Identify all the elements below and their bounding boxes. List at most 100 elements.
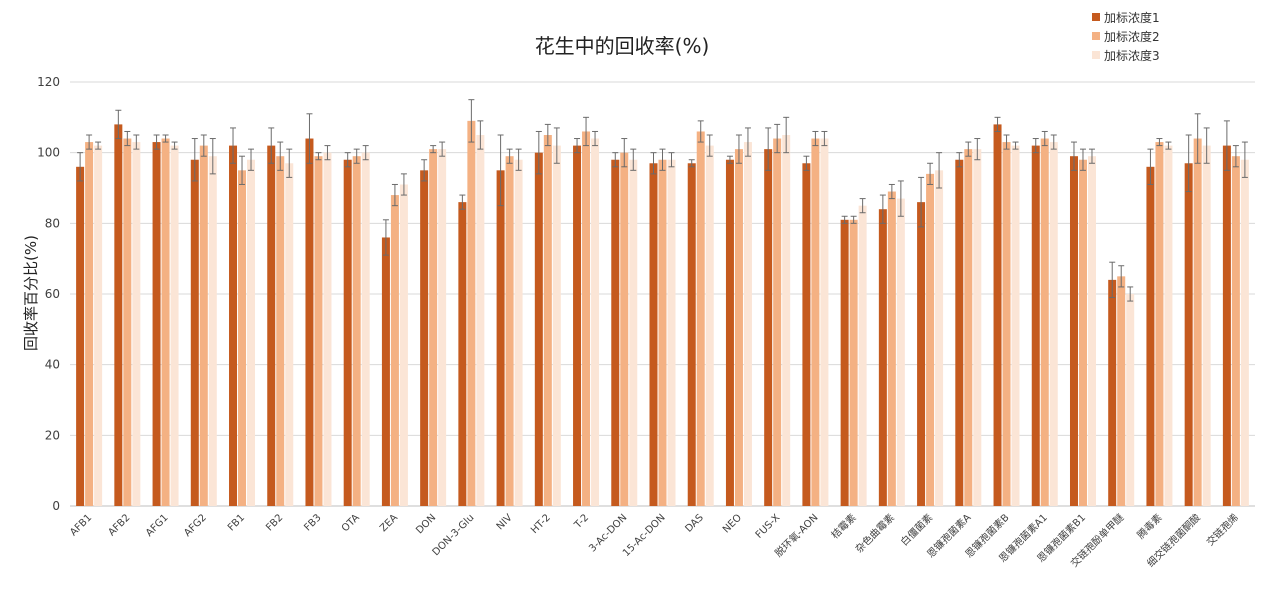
error-bar [286,148,293,178]
error-bar [1003,134,1010,150]
x-tick-label: 杂色曲霉素 [852,511,897,556]
error-bar [812,130,819,147]
bar [123,138,132,507]
x-tick-label: DON-3-Glu [431,512,477,558]
bar [85,142,94,507]
bar [267,145,276,506]
error-bar [726,155,733,164]
bar [534,152,543,506]
bar [1031,145,1040,506]
y-tick-label: 100 [37,146,60,160]
error-bar [344,152,351,168]
bar [773,138,782,507]
bar [782,135,791,506]
bar [573,145,582,506]
bar [505,156,514,506]
legend: 加标浓度1 加标浓度2 加标浓度3 [1092,10,1160,63]
error-bar [1070,141,1077,171]
legend-item: 加标浓度3 [1092,48,1160,63]
error-bar [1012,141,1019,150]
bar [629,159,638,506]
bar [849,219,858,507]
bar [132,142,141,507]
y-tick-label: 40 [45,358,60,372]
error-bar [765,127,772,171]
legend-item: 加标浓度1 [1092,10,1160,25]
bar [1155,142,1164,507]
y-tick-label: 0 [52,499,60,513]
legend-label: 加标浓度2 [1104,29,1160,44]
error-bar [430,145,437,154]
error-bar [115,109,122,140]
bar [161,138,170,507]
x-tick-labels: AFB1 AFB2 AFG1 AFG2 FB1 FB2 FB3 OTA ZEA DONDON-3-… [68,511,1241,570]
bar [802,163,811,506]
error-bar [706,134,713,157]
error-bar [659,148,666,171]
error-bar [95,141,102,150]
error-bar [1156,138,1163,147]
error-bar [515,148,522,171]
x-tick-label: ZEA [378,512,400,534]
error-bar [535,130,542,175]
error-bar [306,113,313,164]
error-bar [621,138,628,168]
bar [725,159,734,506]
bar [1202,145,1211,506]
bar [420,170,429,507]
legend-label: 加标浓度1 [1104,10,1160,25]
error-bar [200,134,207,157]
error-bar [124,130,131,147]
error-bar [1079,148,1086,171]
error-bar [859,198,866,214]
legend-item: 加标浓度2 [1092,29,1160,44]
error-bar [153,134,160,150]
bar [352,156,361,506]
error-bar [133,134,140,150]
error-bar [1109,261,1116,299]
error-bar [1041,130,1048,147]
error-bar [850,215,857,224]
error-bar [315,152,322,161]
error-bar [956,152,963,168]
error-bar [630,148,637,171]
bar [1240,159,1249,506]
x-tick-label: AFG2 [182,512,209,539]
bar [1231,156,1240,506]
bar [1078,159,1087,506]
bar [1069,156,1078,506]
bar [917,202,926,506]
error-bar [1050,134,1057,150]
error-bar [918,176,925,228]
bar [858,205,867,506]
bar [649,163,658,506]
error-bar [209,138,216,175]
error-bar [697,120,704,143]
bar [955,159,964,506]
bar [514,159,523,506]
bar [1011,145,1020,506]
bar [993,124,1002,507]
error-bar [735,134,742,164]
error-bar [1165,141,1172,150]
error-bar [841,215,848,224]
chart-title: 花生中的回收率(%) [535,34,710,58]
bar [1184,163,1193,506]
error-bar [391,183,398,207]
x-tick-label: OTA [340,512,362,534]
bars-layer [76,120,1249,507]
bar [343,159,352,506]
x-tick-label: T-2 [572,512,591,531]
error-bar [879,194,886,224]
error-bar [650,152,657,175]
error-bar [994,116,1001,132]
error-bars-layer [77,99,1248,302]
error-bar [248,148,255,171]
bar [496,170,505,507]
bar [476,135,485,506]
legend-swatch [1092,32,1100,40]
error-bar [353,148,360,164]
error-bar [77,152,84,182]
error-bar [974,138,981,161]
